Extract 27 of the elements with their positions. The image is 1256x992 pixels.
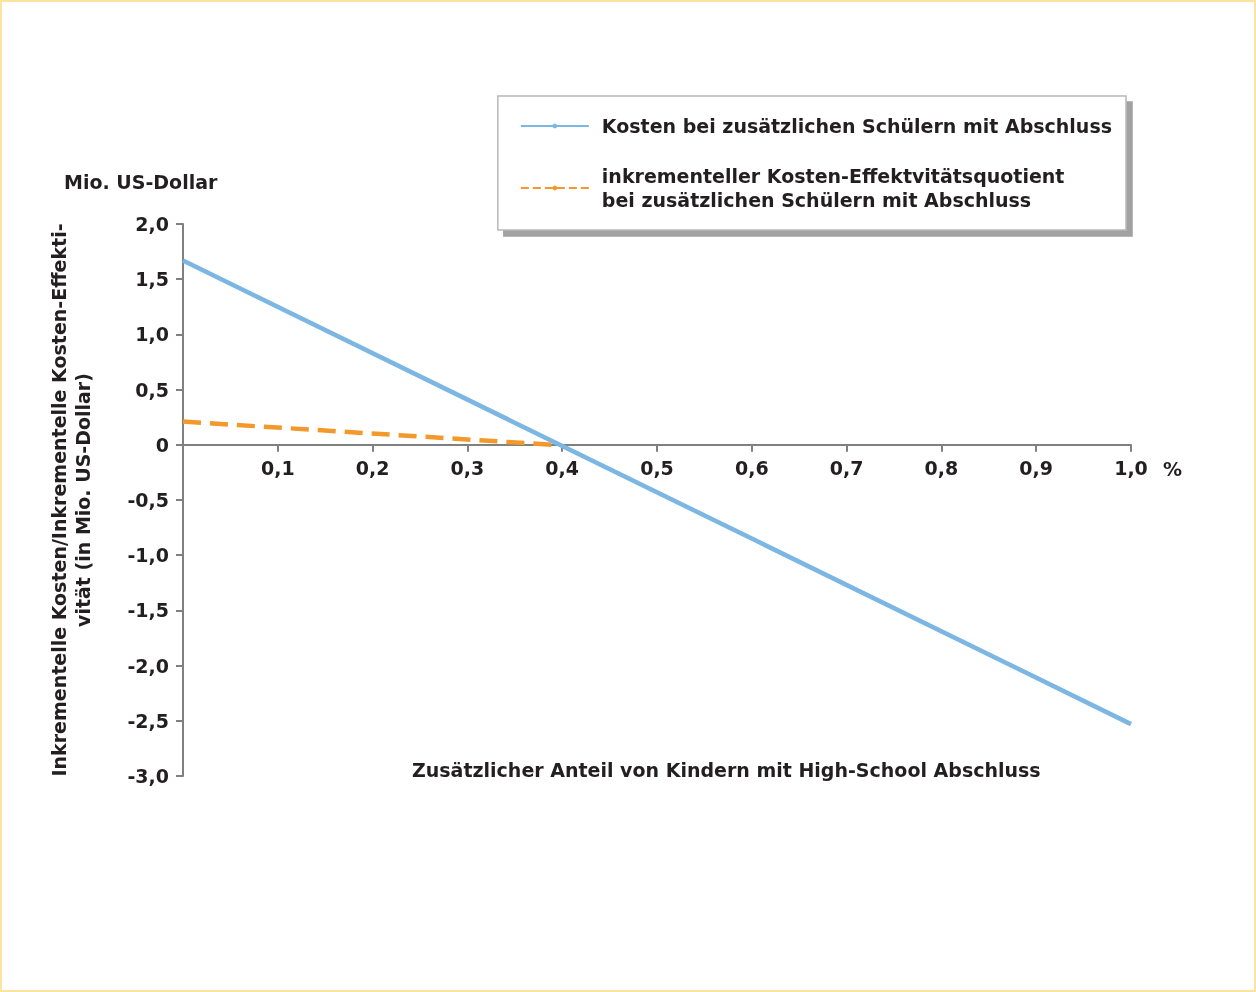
legend-label: inkrementeller Kosten-Effektvitätsquotient bei zusätzlichen Schülern mit Abschluss [601,165,1065,211]
y-axis-title: Inkrementelle Kosten/Inkrementelle Kosten-Effekti- vität (in Mio. US-Dollar) [48,223,94,777]
x-tick-label: 0,3 [450,457,485,480]
legend-label: Kosten bei zusätzlichen Schülern mit Abschluss [601,115,1112,137]
x-tick-label: 0,4 [545,457,580,480]
y-tick-label: -2,5 [127,709,169,732]
text: % [1163,457,1183,480]
x-tick-label: 1,0 [1114,457,1148,480]
x-tick-label: 0,1 [260,457,295,480]
x-tick-label: 0,5 [640,457,674,480]
y-tick-label: -2,0 [127,654,169,677]
y-tick-label: 0 [155,433,169,456]
x-tick-label: 0,7 [829,457,864,480]
y-tick-label: 2,0 [135,213,169,235]
x-tick-label: 0,8 [924,457,959,480]
y-tick-label: -1,0 [127,544,169,567]
y-tick-label: 1,5 [135,268,169,291]
text: Mio. US-Dollar [64,170,218,193]
y-tick-label: -1,5 [127,599,169,622]
x-tick-label: 0,9 [1019,457,1054,480]
x-axis-title: Zusätzlicher Anteil von Kindern mit High-School Abschluss [412,758,1041,781]
y-tick-label: 1,0 [135,323,169,346]
y-tick-label: 0,5 [135,378,169,401]
x-tick-label: 0,2 [355,457,390,480]
y-tick-label: -3,0 [127,765,169,787]
x-tick-label: 0,6 [734,457,769,480]
y-tick-label: -0,5 [127,489,169,511]
